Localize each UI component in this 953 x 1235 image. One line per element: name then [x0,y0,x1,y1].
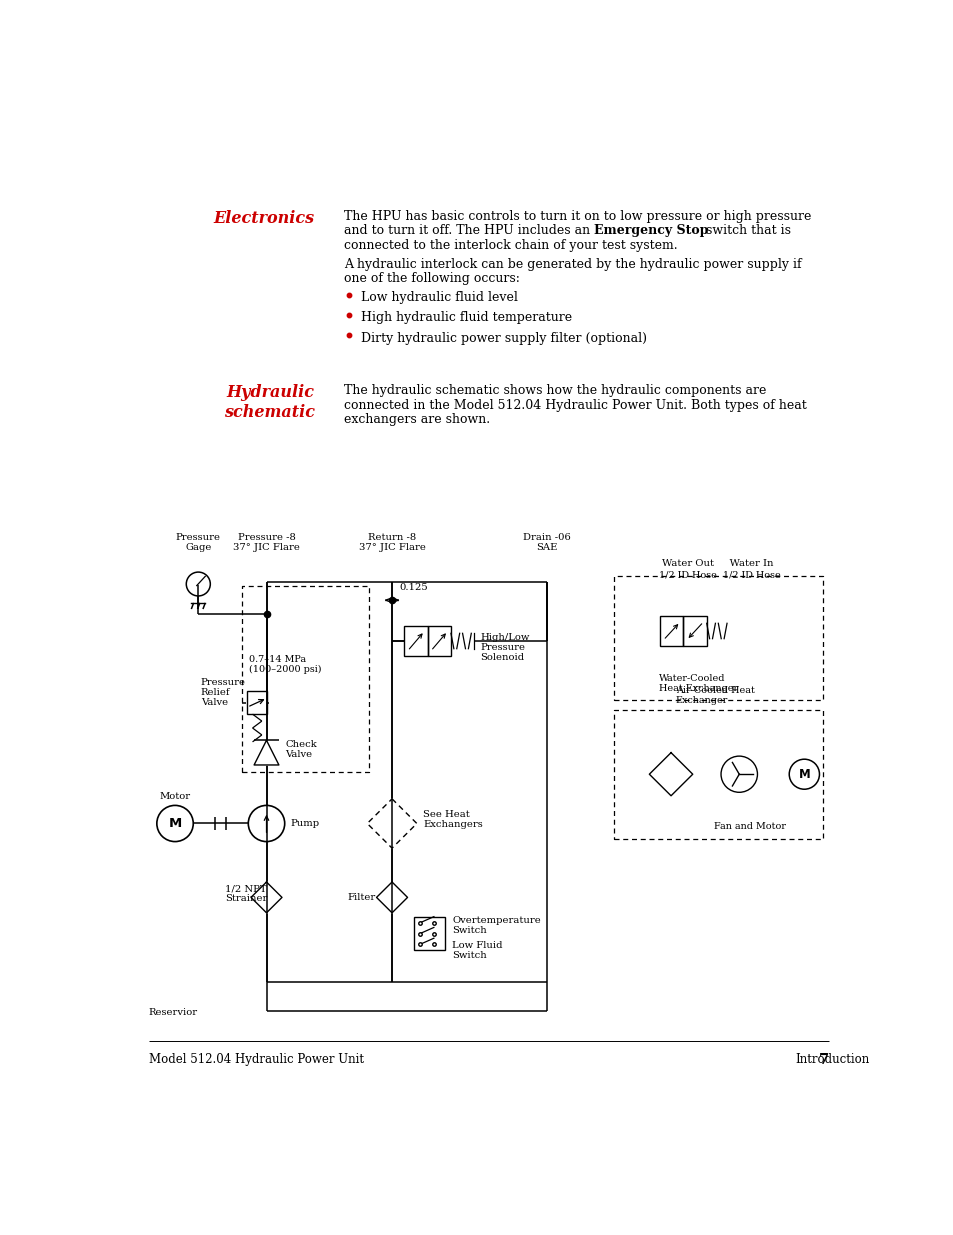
Text: Filter: Filter [347,893,375,902]
Text: Overtemperature
Switch: Overtemperature Switch [452,916,540,935]
Text: Drain -06
SAE: Drain -06 SAE [522,534,570,552]
Text: Water-Cooled
Heat Exchanger: Water-Cooled Heat Exchanger [659,673,738,693]
Text: A hydraulic interlock can be generated by the hydraulic power supply if: A hydraulic interlock can be generated b… [344,258,801,270]
Text: M: M [798,768,809,781]
Text: Low hydraulic fluid level: Low hydraulic fluid level [360,291,517,304]
Text: The HPU has basic controls to turn it on to low pressure or high pressure: The HPU has basic controls to turn it on… [344,210,810,224]
Text: The hydraulic schematic shows how the hydraulic components are: The hydraulic schematic shows how the hy… [344,384,765,398]
Text: Introduction: Introduction [794,1053,868,1066]
Text: Pressure
Gage: Pressure Gage [175,534,220,552]
Text: See Heat
Exchangers: See Heat Exchangers [422,810,482,829]
Bar [404,626,427,656]
Text: Pressure -8
37° JIC Flare: Pressure -8 37° JIC Flare [233,534,299,552]
Bar [659,615,682,646]
Text: connected to the interlock chain of your test system.: connected to the interlock chain of your… [344,238,677,252]
Text: Pump: Pump [291,819,319,827]
Polygon shape [253,740,278,764]
Text: 0.7–14 MPa
(100–2000 psi): 0.7–14 MPa (100–2000 psi) [249,655,321,674]
Text: 0.125: 0.125 [399,583,428,593]
Text: Water Out     Water In: Water Out Water In [661,559,773,568]
Text: High hydraulic fluid temperature: High hydraulic fluid temperature [360,311,572,325]
Text: switch that is: switch that is [701,225,790,237]
Text: M: M [169,818,181,830]
Text: Pressure
Relief
Valve: Pressure Relief Valve [200,678,245,708]
Bar [414,918,444,950]
Text: Model 512.04 Hydraulic Power Unit: Model 512.04 Hydraulic Power Unit [149,1053,363,1066]
Text: and to turn it off. The HPU includes an: and to turn it off. The HPU includes an [344,225,594,237]
Text: Emergency Stop: Emergency Stop [593,225,707,237]
Text: Dirty hydraulic power supply filter (optional): Dirty hydraulic power supply filter (opt… [360,332,646,345]
Text: Hydraulic
schematic: Hydraulic schematic [223,384,314,421]
Text: Electronics: Electronics [213,210,314,227]
Text: High/Low
Pressure
Solenoid: High/Low Pressure Solenoid [480,634,529,662]
Text: Reservior: Reservior [149,1008,197,1016]
Text: connected in the Model 512.04 Hydraulic Power Unit. Both types of heat: connected in the Model 512.04 Hydraulic … [344,399,806,411]
Text: Return -8
37° JIC Flare: Return -8 37° JIC Flare [358,534,425,552]
Text: Low Fluid
Switch: Low Fluid Switch [452,941,502,960]
Bar [427,626,451,656]
Text: Fan and Motor: Fan and Motor [713,823,785,831]
Text: exchangers are shown.: exchangers are shown. [344,414,490,426]
Text: Check
Valve: Check Valve [285,740,316,760]
Bar [682,615,706,646]
Text: one of the following occurs:: one of the following occurs: [344,272,519,285]
Text: 1/2 NPT
Strainer: 1/2 NPT Strainer [224,884,267,903]
Bar [247,692,267,714]
Text: Motor: Motor [159,792,191,800]
Text: 1/2 ID Hose  1/2 ID Hose: 1/2 ID Hose 1/2 ID Hose [659,571,781,579]
Text: Air-Cooled Heat
Exchanger: Air-Cooled Heat Exchanger [675,685,754,705]
Text: 7: 7 [819,1053,828,1067]
